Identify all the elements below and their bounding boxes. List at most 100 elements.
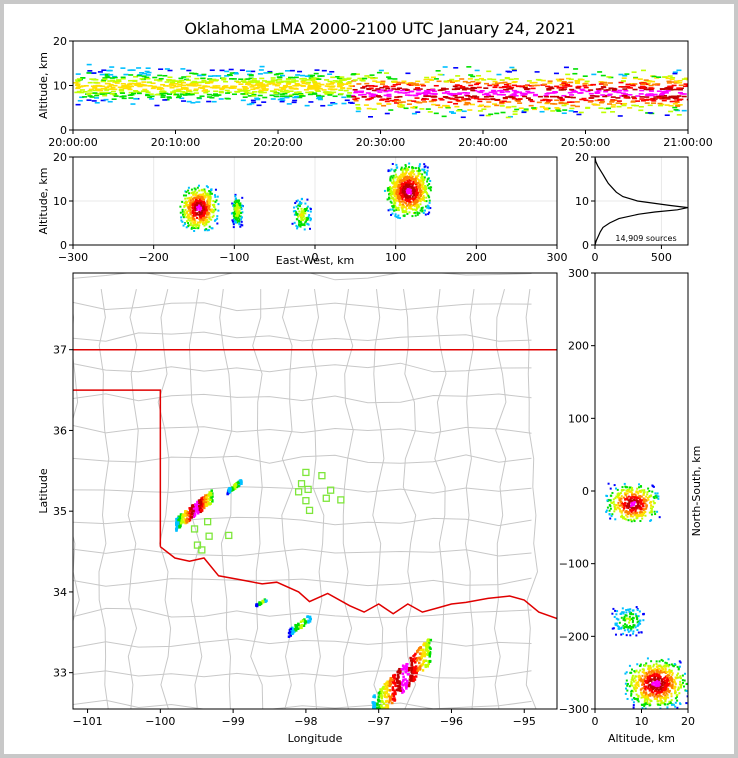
map-source bbox=[398, 682, 402, 685]
ns-source bbox=[636, 617, 639, 620]
ew-source bbox=[304, 209, 307, 212]
ns-source bbox=[631, 489, 634, 492]
ew-source bbox=[392, 192, 395, 195]
time-height-source bbox=[111, 98, 117, 100]
ns-source bbox=[659, 675, 662, 678]
ew-source bbox=[202, 223, 205, 226]
time-height-source bbox=[397, 105, 403, 107]
time-height-source bbox=[623, 89, 629, 92]
time-height-source bbox=[317, 96, 323, 99]
map-source bbox=[199, 509, 203, 512]
time-height-source bbox=[405, 82, 411, 85]
ew-source bbox=[428, 187, 431, 190]
time-height-source bbox=[162, 99, 168, 101]
ns-source bbox=[677, 687, 680, 690]
map-ytick-label: 33 bbox=[53, 667, 67, 680]
time-height-source bbox=[263, 89, 269, 92]
ew-source bbox=[414, 211, 417, 214]
time-height-source bbox=[656, 97, 662, 99]
map-source bbox=[415, 657, 419, 660]
time-height-source bbox=[440, 87, 446, 90]
ns-source bbox=[644, 695, 647, 698]
time-height-source bbox=[180, 86, 186, 89]
map-source bbox=[374, 706, 378, 709]
time-height-source bbox=[314, 87, 320, 90]
map-source bbox=[383, 695, 387, 698]
ew-source bbox=[184, 197, 187, 200]
time-height-source bbox=[79, 91, 85, 94]
map-source bbox=[411, 658, 415, 661]
ns-source bbox=[635, 514, 638, 517]
time-height-xtick-label: 20:10:00 bbox=[151, 136, 200, 149]
map-source bbox=[176, 522, 180, 526]
time-height-source bbox=[278, 72, 284, 75]
ew-source bbox=[301, 216, 304, 219]
ns-source bbox=[634, 506, 637, 509]
ew-source bbox=[406, 176, 409, 179]
time-height-source bbox=[600, 86, 606, 88]
time-height-source bbox=[550, 110, 556, 112]
map-source bbox=[232, 488, 235, 491]
ew-source bbox=[411, 184, 414, 187]
time-height-source bbox=[477, 100, 483, 103]
ns-source bbox=[628, 512, 631, 515]
ew-source bbox=[240, 220, 243, 223]
ew-source bbox=[403, 187, 406, 190]
ns-source bbox=[614, 497, 617, 500]
ew-source bbox=[427, 187, 430, 190]
ns-source bbox=[621, 486, 624, 489]
time-height-source bbox=[554, 99, 560, 102]
time-height-source bbox=[576, 85, 582, 88]
time-height-source bbox=[455, 80, 461, 82]
time-height-source bbox=[174, 93, 180, 96]
map-source bbox=[399, 689, 402, 692]
time-height-source bbox=[249, 86, 255, 88]
time-height-source bbox=[193, 88, 199, 91]
ew-source bbox=[406, 181, 409, 184]
time-height-source bbox=[391, 88, 397, 90]
time-height-source bbox=[523, 109, 529, 112]
ew-source bbox=[414, 200, 417, 203]
ns-source bbox=[654, 492, 657, 495]
map-source bbox=[176, 520, 180, 524]
time-height-source bbox=[286, 103, 292, 105]
time-height-source bbox=[399, 104, 405, 106]
map-source bbox=[420, 655, 423, 658]
time-height-source bbox=[173, 89, 179, 92]
map-source bbox=[377, 695, 381, 699]
time-height-source bbox=[545, 85, 551, 88]
time-height-source bbox=[598, 107, 604, 109]
ns-source bbox=[646, 682, 649, 685]
ns-source bbox=[625, 679, 628, 682]
ew-source bbox=[184, 213, 187, 216]
time-height-source bbox=[417, 101, 423, 104]
map-source bbox=[189, 509, 192, 512]
ns-source bbox=[664, 688, 667, 691]
map-source bbox=[384, 700, 388, 703]
map-source bbox=[295, 624, 299, 628]
ew-source bbox=[185, 216, 188, 219]
ns-source bbox=[644, 507, 647, 510]
time-height-source bbox=[384, 98, 390, 101]
time-height-source bbox=[107, 85, 113, 87]
ew-source bbox=[202, 213, 205, 216]
map-source bbox=[373, 701, 376, 705]
ew-source bbox=[192, 193, 195, 196]
time-height-source bbox=[686, 98, 688, 101]
map-source bbox=[398, 667, 401, 671]
time-height-source bbox=[369, 74, 375, 76]
map-source bbox=[392, 679, 396, 683]
time-height-source bbox=[648, 84, 654, 87]
ns-source bbox=[643, 511, 646, 514]
ns-source bbox=[659, 677, 662, 680]
ew-source bbox=[197, 202, 200, 205]
ew-source bbox=[299, 200, 302, 203]
ns-source bbox=[629, 612, 632, 615]
ns-source bbox=[639, 498, 642, 501]
ew-source bbox=[410, 176, 413, 179]
ew-source bbox=[399, 201, 402, 204]
ew-source bbox=[394, 198, 397, 201]
time-height-source bbox=[388, 109, 394, 111]
time-height-source bbox=[204, 90, 210, 93]
map-source bbox=[425, 642, 428, 645]
